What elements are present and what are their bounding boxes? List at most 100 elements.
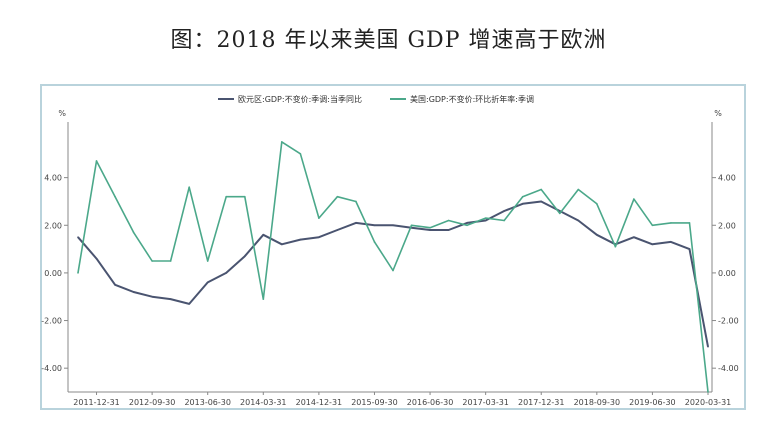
series-1-point: [243, 255, 246, 258]
y-tick-label-left: -4.00: [41, 364, 62, 373]
series-1-point: [151, 295, 153, 298]
series-1-point: [299, 238, 302, 241]
series-1-point: [521, 203, 524, 205]
series-1-point: [670, 241, 672, 243]
series-1-point: [688, 248, 691, 250]
series-2-point: [688, 222, 691, 224]
series-2-point: [114, 195, 116, 198]
series-line-2: [77, 141, 709, 393]
series-2-point: [429, 226, 431, 229]
series-2-point: [558, 212, 561, 215]
series-1-point: [225, 272, 228, 274]
series-1-point: [281, 243, 283, 246]
y-tick-label-right: -2.00: [718, 317, 739, 326]
series-2-point: [596, 203, 598, 205]
y-tick-label-left: 2.00: [44, 221, 62, 230]
series-1-point: [77, 236, 79, 238]
series-1-point: [132, 291, 135, 293]
series-2-point: [132, 231, 135, 234]
series-2-point: [188, 186, 190, 188]
series-2-point: [521, 195, 524, 198]
y-unit-left: %: [58, 109, 66, 118]
series-1-point: [355, 222, 357, 224]
chart-frame: [40, 84, 746, 410]
series-2-point: [670, 222, 672, 224]
series-1-point: [484, 219, 487, 222]
x-tick-label: 2017-03-31: [462, 398, 509, 407]
series-2-point: [466, 224, 468, 227]
series-2-point: [392, 269, 394, 272]
series-2-point: [503, 219, 505, 222]
x-tick-label: 2014-03-31: [240, 398, 287, 407]
series-1-point: [577, 219, 580, 222]
legend-label-1: 欧元区:GDP:不变价:季调:当季同比: [238, 94, 362, 104]
series-2-point: [633, 198, 635, 200]
series-2-point: [77, 272, 79, 274]
series-1-point: [429, 229, 431, 231]
y-tick-label-right: 2.00: [718, 221, 736, 230]
series-2-point: [577, 188, 580, 191]
series-2-point: [318, 217, 320, 219]
y-tick-label-left: 4.00: [44, 174, 62, 183]
series-line-1: [77, 200, 709, 347]
y-unit-right: %: [714, 109, 722, 118]
series-1-point: [373, 224, 376, 227]
series-2-point: [225, 195, 228, 198]
x-tick-label: 2012-09-30: [129, 398, 176, 407]
series-2-point: [447, 219, 450, 222]
series-2-point: [484, 217, 487, 219]
y-tick-label-left: -2.00: [41, 317, 62, 326]
series-2-point: [243, 195, 246, 198]
y-tick-label-right: 4.00: [718, 174, 736, 183]
series-2-point: [299, 153, 302, 155]
x-tick-label: 2011-12-31: [73, 398, 120, 407]
series-1-point: [392, 224, 394, 227]
series-2-point: [373, 241, 376, 243]
series-1-point: [633, 236, 635, 238]
series-2-point: [410, 224, 413, 227]
series-1-point: [466, 222, 468, 224]
series-1-point: [318, 236, 320, 238]
y-tick-label-right: 0.00: [718, 269, 736, 278]
series-2-point: [262, 298, 265, 300]
x-tick-label: 2019-06-30: [629, 398, 676, 407]
series-1-point: [707, 345, 709, 348]
series-1-point: [114, 284, 116, 286]
series-2-point: [336, 195, 339, 198]
series-1-point: [95, 257, 98, 260]
series-1-point: [596, 234, 598, 236]
series-1-point: [540, 200, 543, 203]
series-2-point: [614, 245, 617, 248]
series-1-point: [169, 298, 172, 300]
series-2-point: [169, 260, 172, 262]
series-1-point: [447, 229, 450, 231]
x-tick-label: 2015-09-30: [351, 398, 398, 407]
x-tick-label: 2017-12-31: [518, 398, 565, 407]
series-2-point: [151, 260, 153, 262]
x-tick-label: 2016-06-30: [407, 398, 454, 407]
x-tick-label: 2014-12-31: [296, 398, 343, 407]
series-2-point: [707, 391, 709, 393]
series-1-point: [503, 210, 505, 212]
series-2-point: [206, 260, 209, 262]
series-2-point: [95, 160, 98, 162]
legend-label-2: 美国:GDP:不变价:环比折年率:季调: [410, 94, 534, 104]
series-1-point: [188, 303, 190, 305]
series-2-point: [281, 141, 283, 143]
series-1-point: [651, 243, 654, 246]
series-2-point: [651, 224, 654, 227]
series-1-point: [558, 210, 561, 212]
series-2-point: [540, 188, 543, 191]
x-tick-label: 2018-09-30: [574, 398, 621, 407]
x-tick-label: 2020-03-31: [685, 398, 732, 407]
series-2-point: [355, 200, 357, 203]
y-tick-label-right: -4.00: [718, 364, 739, 373]
series-1-point: [336, 229, 339, 231]
x-tick-label: 2013-06-30: [184, 398, 231, 407]
page-title: 图：2018 年以来美国 GDP 增速高于欧洲: [170, 28, 607, 53]
y-tick-label-left: 0.00: [44, 269, 62, 278]
series-1-point: [206, 281, 209, 284]
series-1-point: [262, 234, 265, 236]
